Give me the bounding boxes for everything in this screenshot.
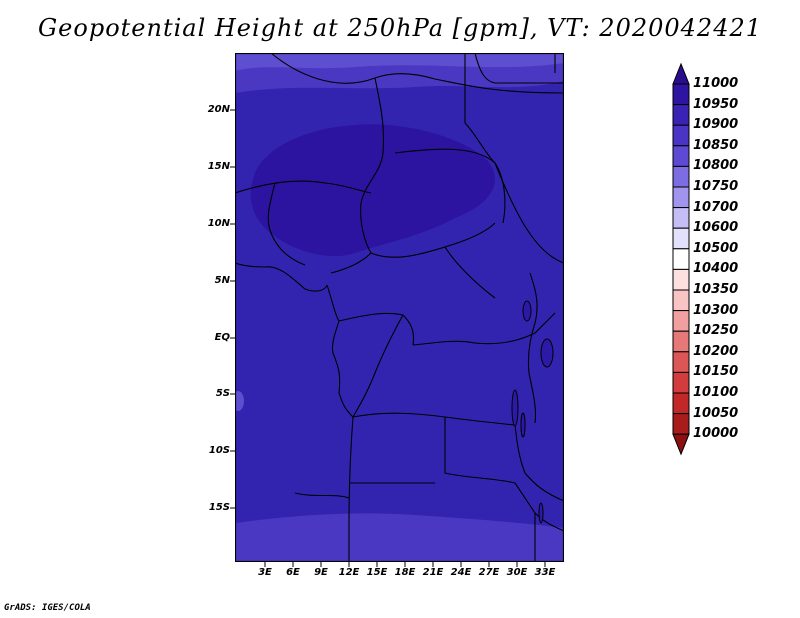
height-field-spot: [235, 391, 244, 411]
colorbar-swatch: [672, 248, 690, 270]
colorbar-swatch: [672, 186, 690, 209]
lon-label-18e: 18E: [394, 567, 416, 578]
colorbar-label: 10500: [693, 240, 739, 256]
lon-label-30e: 30E: [506, 567, 528, 578]
colorbar-top-arrow: [672, 62, 690, 85]
colorbar-swatch: [672, 289, 690, 312]
colorbar-label: 10250: [693, 323, 739, 339]
colorbar-swatch: [672, 124, 690, 147]
lat-label-5n: 5N: [214, 275, 230, 286]
colorbar-swatch: [672, 207, 690, 229]
colorbar-label: 10100: [693, 385, 739, 400]
lakes: [511, 300, 554, 524]
colorbar-label: 10400: [693, 261, 739, 277]
height-field-south-band: [235, 513, 564, 562]
colorbar-label: 10600: [693, 220, 739, 236]
colorbar-label: 10700: [693, 199, 739, 215]
lon-label-24e: 24E: [450, 567, 472, 578]
colorbar-label: 10050: [693, 405, 739, 421]
colorbar-swatch: [672, 330, 690, 353]
colorbar-label: 10750: [693, 179, 739, 194]
colorbar-swatch: [672, 371, 690, 394]
lon-label-9e: 9E: [314, 567, 328, 578]
colorbar-label: 10350: [693, 282, 739, 297]
lon-label-15e: 15E: [366, 567, 388, 578]
colorbar-swatch: [672, 413, 690, 435]
colorbar-bottom-arrow: [672, 433, 690, 456]
colorbar-label: 10900: [693, 117, 739, 133]
colorbar-swatch: [672, 268, 690, 291]
colorbar-label: 10850: [693, 137, 739, 153]
colorbar-label: 10000: [693, 426, 739, 442]
colorbar-swatch: [672, 227, 690, 250]
lat-label-15s: 15S: [208, 502, 230, 513]
colorbar-swatch: [672, 145, 690, 167]
map-panel: [235, 53, 564, 562]
map-title: Geopotential Height at 250hPa [gpm], VT:…: [38, 14, 762, 42]
footer-credit: GrADS: IGES/COLA: [4, 603, 91, 613]
lon-label-12e: 12E: [338, 567, 360, 578]
map-canvas: [235, 53, 564, 562]
lat-label-5s: 5S: [215, 388, 230, 399]
colorbar-label: 10950: [693, 96, 739, 112]
lat-label-15n: 15N: [207, 161, 230, 172]
map-border: [235, 53, 564, 562]
colorbar-label: 11000: [693, 76, 739, 91]
colorbar-swatch: [672, 104, 690, 126]
height-field-core: [250, 124, 495, 257]
colorbar-label: 10800: [693, 158, 739, 174]
height-field-north-band-inner: [235, 53, 564, 71]
lon-label-27e: 27E: [478, 567, 500, 578]
lat-label-20n: 20N: [207, 104, 230, 115]
colorbar-swatch: [672, 392, 690, 415]
lat-label-10s: 10S: [208, 445, 230, 456]
lon-label-3e: 3E: [258, 567, 272, 578]
lat-label-10n: 10N: [207, 218, 230, 229]
lon-label-6e: 6E: [286, 567, 300, 578]
colorbar-label: 10300: [693, 302, 739, 318]
country-borders: [235, 53, 564, 562]
colorbar-label: 10150: [693, 364, 739, 380]
lon-label-21e: 21E: [422, 567, 444, 578]
lon-label-33e: 33E: [534, 567, 556, 578]
colorbar-label: 10200: [693, 343, 739, 359]
colorbar-swatch: [672, 351, 690, 373]
colorbar-swatch: [672, 165, 690, 188]
colorbar-swatch: [672, 83, 690, 106]
colorbar-swatch: [672, 310, 690, 332]
lat-label-eq: EQ: [214, 332, 230, 343]
